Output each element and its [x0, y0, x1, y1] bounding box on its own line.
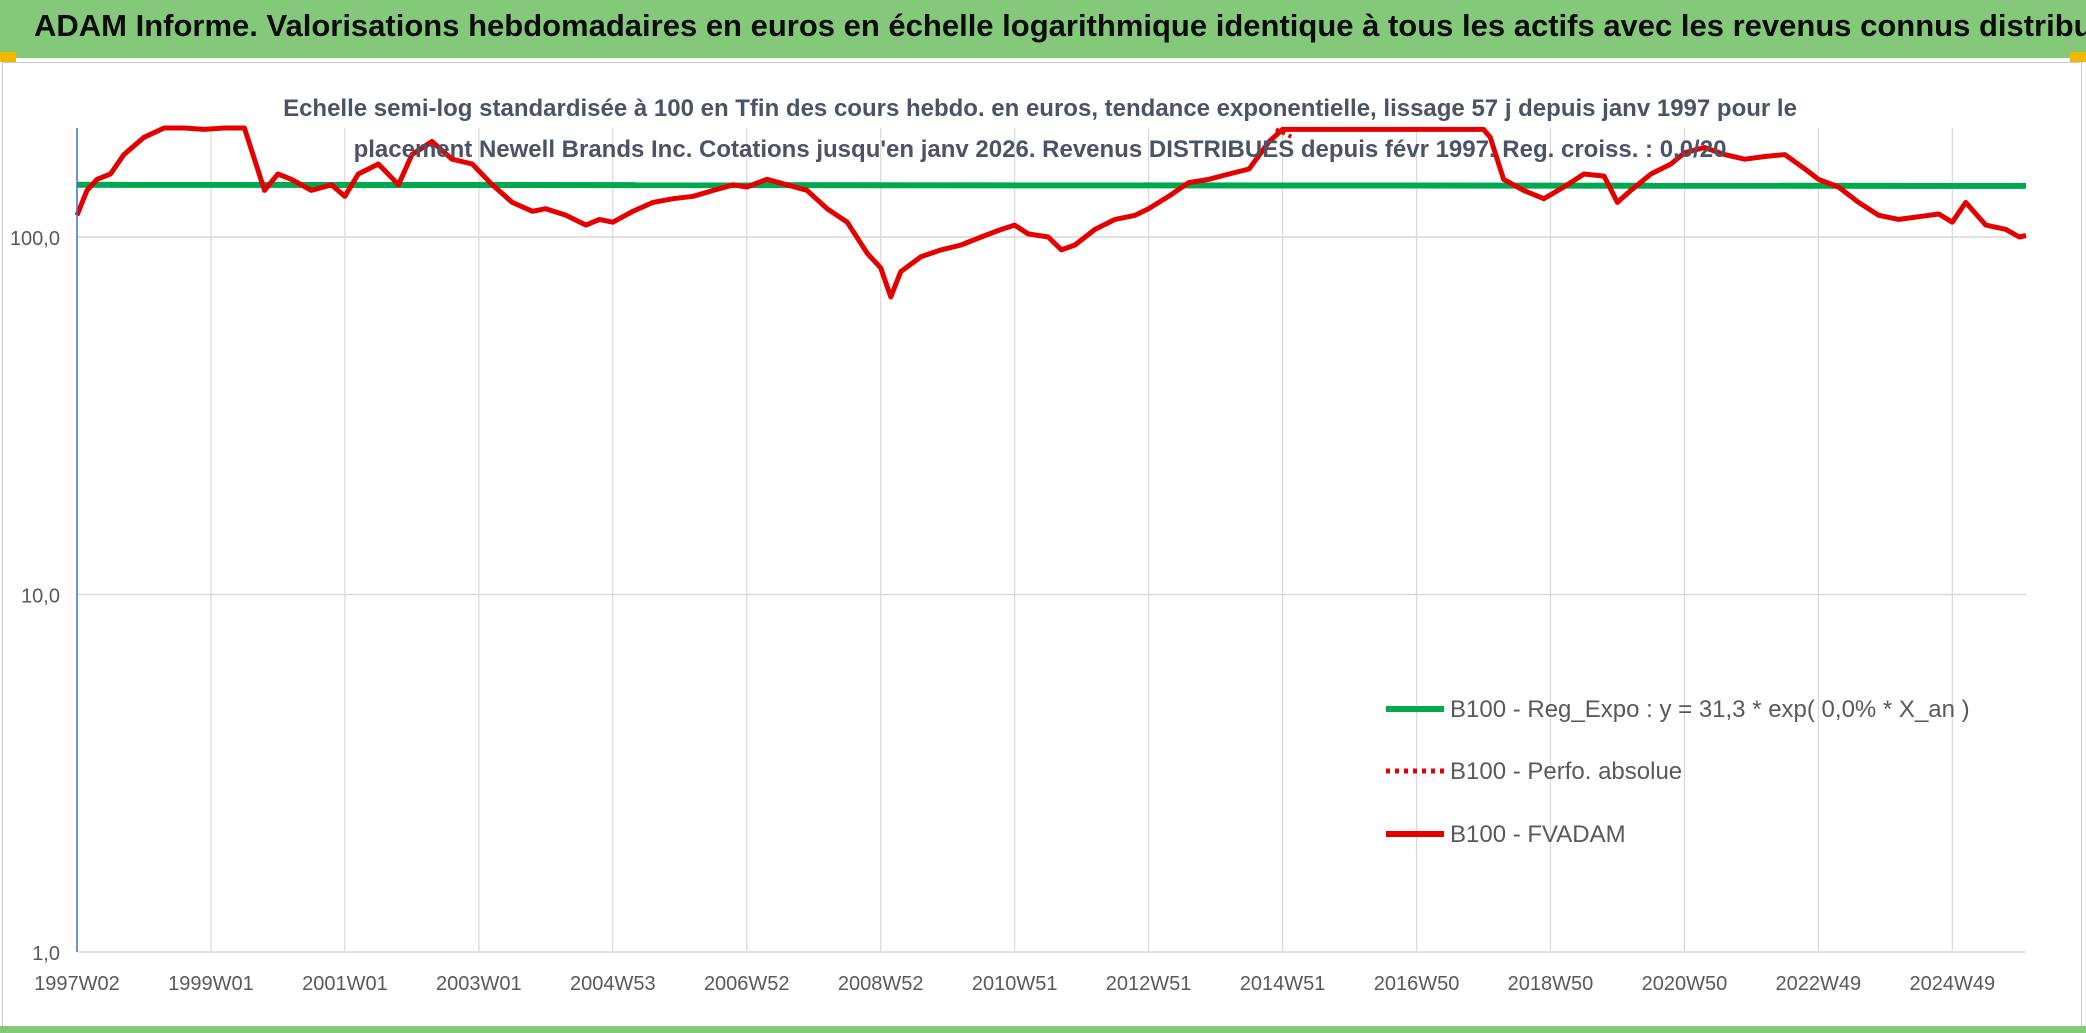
x-tick-label: 2014W51 — [1240, 973, 1326, 995]
series-line-fvadam — [74, 125, 2027, 300]
grid — [76, 128, 2026, 953]
x-tick-label: 2024W49 — [1910, 973, 1996, 995]
x-tick-label: 2022W49 — [1776, 973, 1862, 995]
x-tick-label: 2020W50 — [1642, 973, 1728, 995]
corner-marker-right — [2070, 52, 2086, 62]
y-tick-label: 1,0 — [32, 943, 60, 965]
chart-frame — [2, 62, 2082, 1029]
x-tick-label: 2010W51 — [972, 973, 1058, 995]
x-tick-label: 2016W50 — [1374, 973, 1460, 995]
series-layer — [74, 125, 2027, 300]
x-tick-label: 2008W52 — [838, 973, 924, 995]
series-line-trend — [76, 181, 2027, 189]
legend-label-fvadam: B100 - FVADAM — [1450, 821, 1626, 848]
y-tick-label: 10,0 — [21, 586, 60, 608]
chart-title: Echelle semi-log standardisée à 100 en T… — [283, 95, 1797, 163]
legend-label-perfo: B100 - Perfo. absolue — [1450, 758, 1682, 785]
page-title: ADAM Informe. Valorisations hebdomadaire… — [34, 8, 2086, 43]
x-tick-label: 2018W50 — [1508, 973, 1594, 995]
x-tick-label: 1999W01 — [168, 973, 254, 995]
x-tick-label: 1997W02 — [34, 973, 120, 995]
x-tick-label: 2004W53 — [570, 973, 656, 995]
series-line-perfo — [1275, 127, 1294, 140]
x-tick-label: 2012W51 — [1106, 973, 1192, 995]
header-bar: ADAM Informe. Valorisations hebdomadaire… — [0, 0, 2086, 58]
x-tick-label: 2003W01 — [436, 973, 522, 995]
x-tick-label: 2001W01 — [302, 973, 388, 995]
tick-labels: 1,0 10,0 100,0 1997W02 1999W01 2001W01 2003W01… — [10, 228, 1995, 995]
y-tick-label: 100,0 — [10, 228, 60, 250]
x-tick-label: 2006W52 — [704, 973, 790, 995]
legend-label-trend: B100 - Reg_Expo : y = 31,3 * exp( 0,0% *… — [1450, 696, 1970, 723]
corner-marker-left — [0, 52, 16, 62]
chart-title-line-2: placement Newell Brands Inc. Cotations j… — [354, 136, 1727, 163]
footer-bar — [0, 1026, 2086, 1033]
legend: B100 - Reg_Expo : y = 31,3 * exp( 0,0% *… — [1386, 696, 1970, 848]
chart-title-line-1: Echelle semi-log standardisée à 100 en T… — [283, 95, 1797, 122]
